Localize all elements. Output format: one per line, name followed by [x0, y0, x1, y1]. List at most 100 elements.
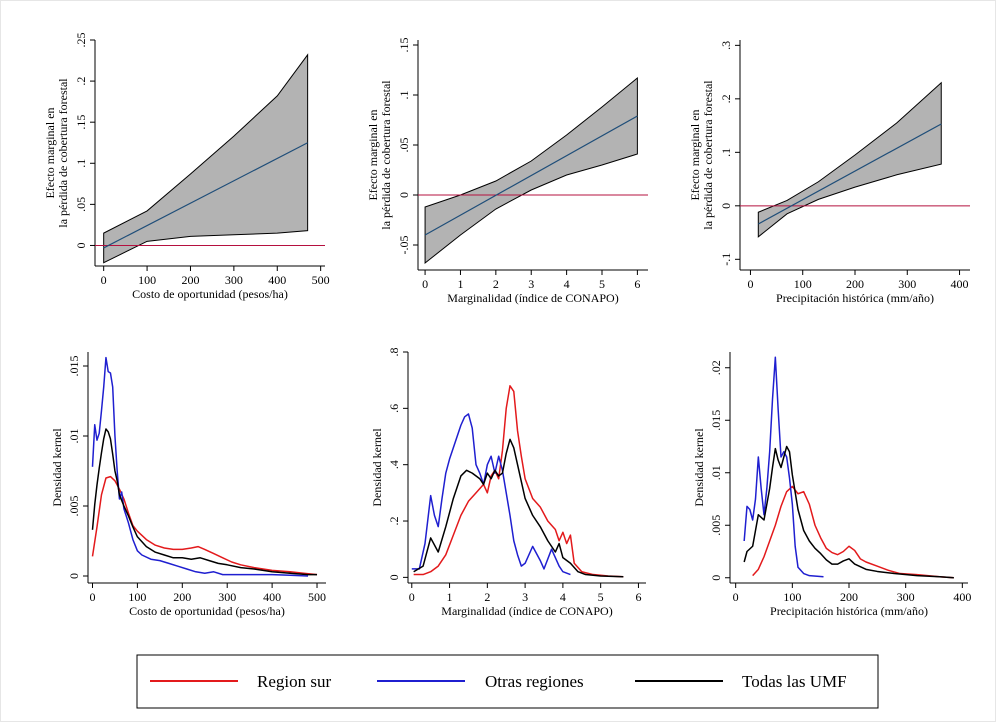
x-axis-label: Marginalidad (índice de CONAPO) [447, 291, 618, 305]
x-tick-label: 4 [564, 277, 570, 291]
x-tick-label: 5 [598, 590, 604, 604]
y-tick-label: .1 [397, 91, 411, 100]
y-tick-label: .2 [74, 77, 88, 86]
y-tick-label: .25 [74, 33, 88, 48]
chart-panel-1: 0 100 200 300 400 500 0 .05 .1 .15 .2 .25 Costo de o… [43, 33, 330, 302]
x-tick-label: 300 [898, 277, 916, 291]
y-tick-label: .6 [387, 404, 401, 413]
legend-label-otras-regiones: Otras regiones [485, 672, 584, 691]
density-line-todas-las-umf [92, 429, 317, 575]
x-tick-label: 200 [181, 273, 199, 287]
y-tick-label: 0 [397, 192, 411, 198]
chart-panel-5: 0 1 2 3 4 5 6 0 .2 .4 .6 .8 Marginalidad (índice de … [370, 348, 646, 619]
y-tick-label: -.1 [719, 253, 733, 266]
y-tick-label: .8 [387, 348, 401, 357]
x-axis-label: Precipitación histórica (mm/año) [776, 291, 934, 305]
x-tick-label: 100 [138, 273, 156, 287]
x-tick-label: 500 [312, 273, 330, 287]
y-tick-label: .01 [709, 465, 723, 480]
x-tick-label: 400 [268, 273, 286, 287]
marginal-effect-line [425, 116, 637, 235]
x-tick-label: 400 [951, 277, 969, 291]
y-tick-label: .2 [719, 94, 733, 103]
x-tick-label: 0 [747, 277, 753, 291]
y-axis-label: Densidad kernel [370, 428, 384, 507]
y-tick-label: .1 [719, 148, 733, 157]
y-axis-label: la pérdida de cobertura forestal [701, 80, 715, 230]
y-tick-label: 0 [387, 574, 401, 580]
x-tick-label: 1 [447, 590, 453, 604]
y-axis-label: la pérdida de cobertura forestal [379, 80, 393, 230]
x-tick-label: 400 [263, 590, 281, 604]
x-tick-label: 6 [634, 277, 640, 291]
density-line-otras-regiones [92, 358, 308, 576]
x-tick-label: 100 [794, 277, 812, 291]
x-tick-label: 0 [409, 590, 415, 604]
y-tick-label: 0 [719, 203, 733, 209]
y-tick-label: .02 [709, 360, 723, 375]
x-tick-label: 100 [128, 590, 146, 604]
x-tick-label: 2 [493, 277, 499, 291]
y-tick-label: 0 [709, 575, 723, 581]
x-tick-label: 400 [953, 590, 971, 604]
y-tick-label: 0 [74, 242, 88, 248]
density-line-region-sur [753, 486, 954, 577]
confidence-band [425, 78, 637, 263]
y-tick-label: .15 [397, 38, 411, 53]
y-tick-label: .05 [74, 197, 88, 212]
y-axis-label: Efecto marginal en [366, 109, 380, 200]
y-tick-label: .4 [387, 460, 401, 469]
x-tick-label: 300 [218, 590, 236, 604]
chart-panel-4: 0 100 200 300 400 500 0 .005 .01 .015 Costo de opo… [50, 352, 326, 618]
density-line-todas-las-umf [744, 447, 954, 578]
marginal-effect-line [758, 124, 941, 224]
x-tick-label: 0 [422, 277, 428, 291]
y-tick-label: .1 [74, 159, 88, 168]
x-tick-label: 100 [783, 590, 801, 604]
y-axis-label: Densidad kernel [50, 428, 64, 507]
x-tick-label: 200 [173, 590, 191, 604]
x-tick-label: 1 [457, 277, 463, 291]
y-axis-label: Efecto marginal en [688, 109, 702, 200]
x-tick-label: 0 [733, 590, 739, 604]
legend: Region sur Otras regiones Todas las UMF [137, 655, 878, 708]
y-tick-label: .015 [67, 356, 81, 377]
y-tick-label: .015 [709, 410, 723, 431]
x-tick-label: 0 [101, 273, 107, 287]
x-axis-label: Costo de oportunidad (pesos/ha) [132, 287, 288, 301]
x-axis-label: Marginalidad (índice de CONAPO) [441, 604, 612, 618]
x-tick-label: 0 [89, 590, 95, 604]
x-tick-label: 6 [635, 590, 641, 604]
chart-panel-2: 0 1 2 3 4 5 6 -.05 0 .05 .1 .15 Marginalidad (índice… [366, 38, 648, 306]
y-tick-label: .15 [74, 115, 88, 130]
y-tick-label: 0 [67, 573, 81, 579]
y-tick-label: .005 [709, 515, 723, 536]
x-tick-label: 300 [897, 590, 915, 604]
y-tick-label: .005 [67, 496, 81, 517]
y-tick-label: .01 [67, 429, 81, 444]
confidence-band [758, 83, 941, 237]
x-tick-label: 300 [225, 273, 243, 287]
x-tick-label: 200 [840, 590, 858, 604]
x-axis-label: Precipitación histórica (mm/año) [770, 604, 928, 618]
y-axis-label: Densidad kernel [692, 428, 706, 507]
x-tick-label: 500 [308, 590, 326, 604]
chart-panel-6: 0 100 200 300 400 0 .005 .01 .015 .02 Precipitació… [692, 352, 971, 618]
x-tick-label: 3 [522, 590, 528, 604]
y-tick-label: .05 [397, 138, 411, 153]
x-axis-label: Costo de oportunidad (pesos/ha) [129, 604, 285, 618]
chart-panel-3: 0 100 200 300 400-.10.1.2.3Precipitación his… [688, 40, 970, 305]
y-tick-label: .2 [387, 517, 401, 526]
y-axis-label: la pérdida de cobertura forestal [56, 78, 70, 228]
y-axis-label: Efecto marginal en [43, 107, 57, 198]
x-tick-label: 2 [484, 590, 490, 604]
x-tick-label: 5 [599, 277, 605, 291]
y-tick-label: -.05 [397, 236, 411, 255]
density-line-otras-regiones [412, 414, 571, 575]
x-tick-label: 4 [560, 590, 566, 604]
legend-label-region-sur: Region sur [257, 672, 331, 691]
x-tick-label: 3 [528, 277, 534, 291]
y-tick-label: .3 [719, 41, 733, 50]
